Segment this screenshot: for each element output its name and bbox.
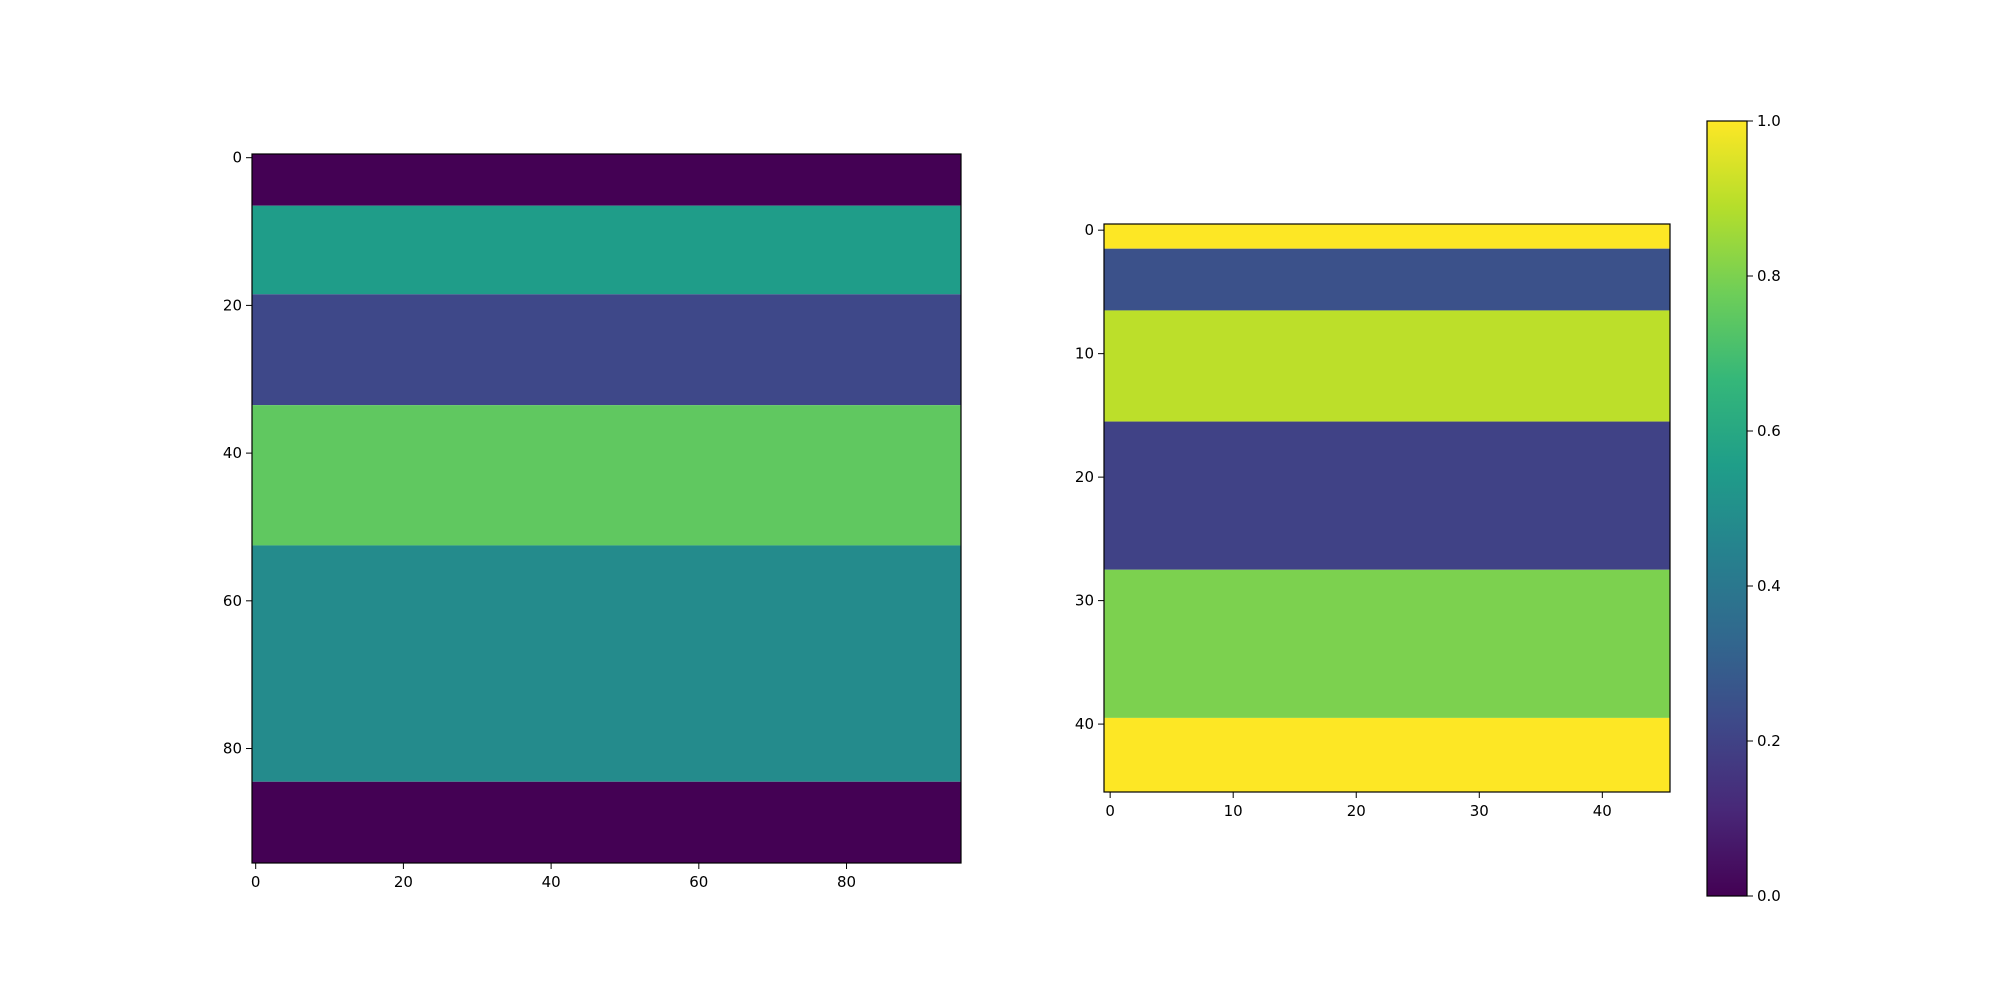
- left-heatmap-band: [252, 205, 961, 295]
- colorbar-tick-label: 0.4: [1757, 577, 1781, 595]
- right-y-tick-label: 40: [1075, 715, 1094, 733]
- left-x-tick-label: 40: [542, 873, 561, 891]
- left-x-tick-label: 80: [837, 873, 856, 891]
- right-x-tick-label: 0: [1105, 802, 1115, 820]
- colorbar-tick-label: 0.6: [1757, 422, 1781, 440]
- right-x-tick-label: 20: [1347, 802, 1366, 820]
- right-heatmap-band: [1104, 717, 1670, 792]
- right-heatmap-panel: 0 10 20 30 40 0 10 20 30 40: [1075, 221, 1671, 820]
- left-y-tick-label: 20: [223, 296, 242, 314]
- left-y-tick-label: 80: [223, 740, 242, 758]
- right-x-tick-label: 10: [1224, 802, 1243, 820]
- left-heatmap-band: [252, 294, 961, 406]
- right-heatmap-band: [1104, 224, 1670, 249]
- right-heatmap-band: [1104, 569, 1670, 718]
- colorbar-tick-label: 0.8: [1757, 267, 1781, 285]
- right-plot-frame: [1103, 223, 1671, 793]
- right-y-tick-label: 10: [1075, 345, 1094, 363]
- left-heatmap-image: [252, 154, 961, 863]
- left-heatmap-panel: 0 20 40 60 80 0 20 40 60 80: [223, 149, 962, 891]
- left-y-tick-label: 0: [232, 149, 242, 167]
- left-x-tick-label: 0: [251, 873, 261, 891]
- colorbar-ticks: 0.0 0.2 0.4 0.6 0.8 1.0: [1747, 112, 1781, 905]
- right-x-axis-ticks: 0 10 20 30 40: [1105, 792, 1612, 820]
- left-plot-frame: [251, 153, 962, 864]
- right-heatmap-band: [1104, 248, 1670, 311]
- colorbar: 0.0 0.2 0.4 0.6 0.8 1.0: [1706, 112, 1781, 905]
- colorbar-frame: [1706, 120, 1748, 897]
- right-heatmap-band: [1104, 310, 1670, 422]
- right-x-tick-label: 30: [1470, 802, 1489, 820]
- right-y-axis-ticks: 0 10 20 30 40: [1075, 221, 1104, 733]
- left-heatmap-band: [252, 781, 961, 863]
- colorbar-tick-label: 1.0: [1757, 112, 1781, 130]
- colorbar-tick-label: 0.0: [1757, 887, 1781, 905]
- colorbar-gradient: [1707, 121, 1747, 896]
- right-x-tick-label: 40: [1593, 802, 1612, 820]
- right-heatmap-image: [1104, 224, 1670, 792]
- left-heatmap-band: [252, 545, 961, 782]
- left-y-tick-label: 40: [223, 444, 242, 462]
- right-y-tick-label: 0: [1084, 221, 1094, 239]
- left-x-axis-ticks: 0 20 40 60 80: [251, 863, 856, 891]
- left-heatmap-band: [252, 154, 961, 206]
- colorbar-tick-label: 0.2: [1757, 732, 1781, 750]
- right-heatmap-band: [1104, 421, 1670, 570]
- left-y-tick-label: 60: [223, 592, 242, 610]
- right-y-tick-label: 30: [1075, 592, 1094, 610]
- left-heatmap-band: [252, 405, 961, 546]
- left-y-axis-ticks: 0 20 40 60 80: [223, 149, 252, 758]
- left-x-tick-label: 20: [394, 873, 413, 891]
- left-x-tick-label: 60: [689, 873, 708, 891]
- right-y-tick-label: 20: [1075, 468, 1094, 486]
